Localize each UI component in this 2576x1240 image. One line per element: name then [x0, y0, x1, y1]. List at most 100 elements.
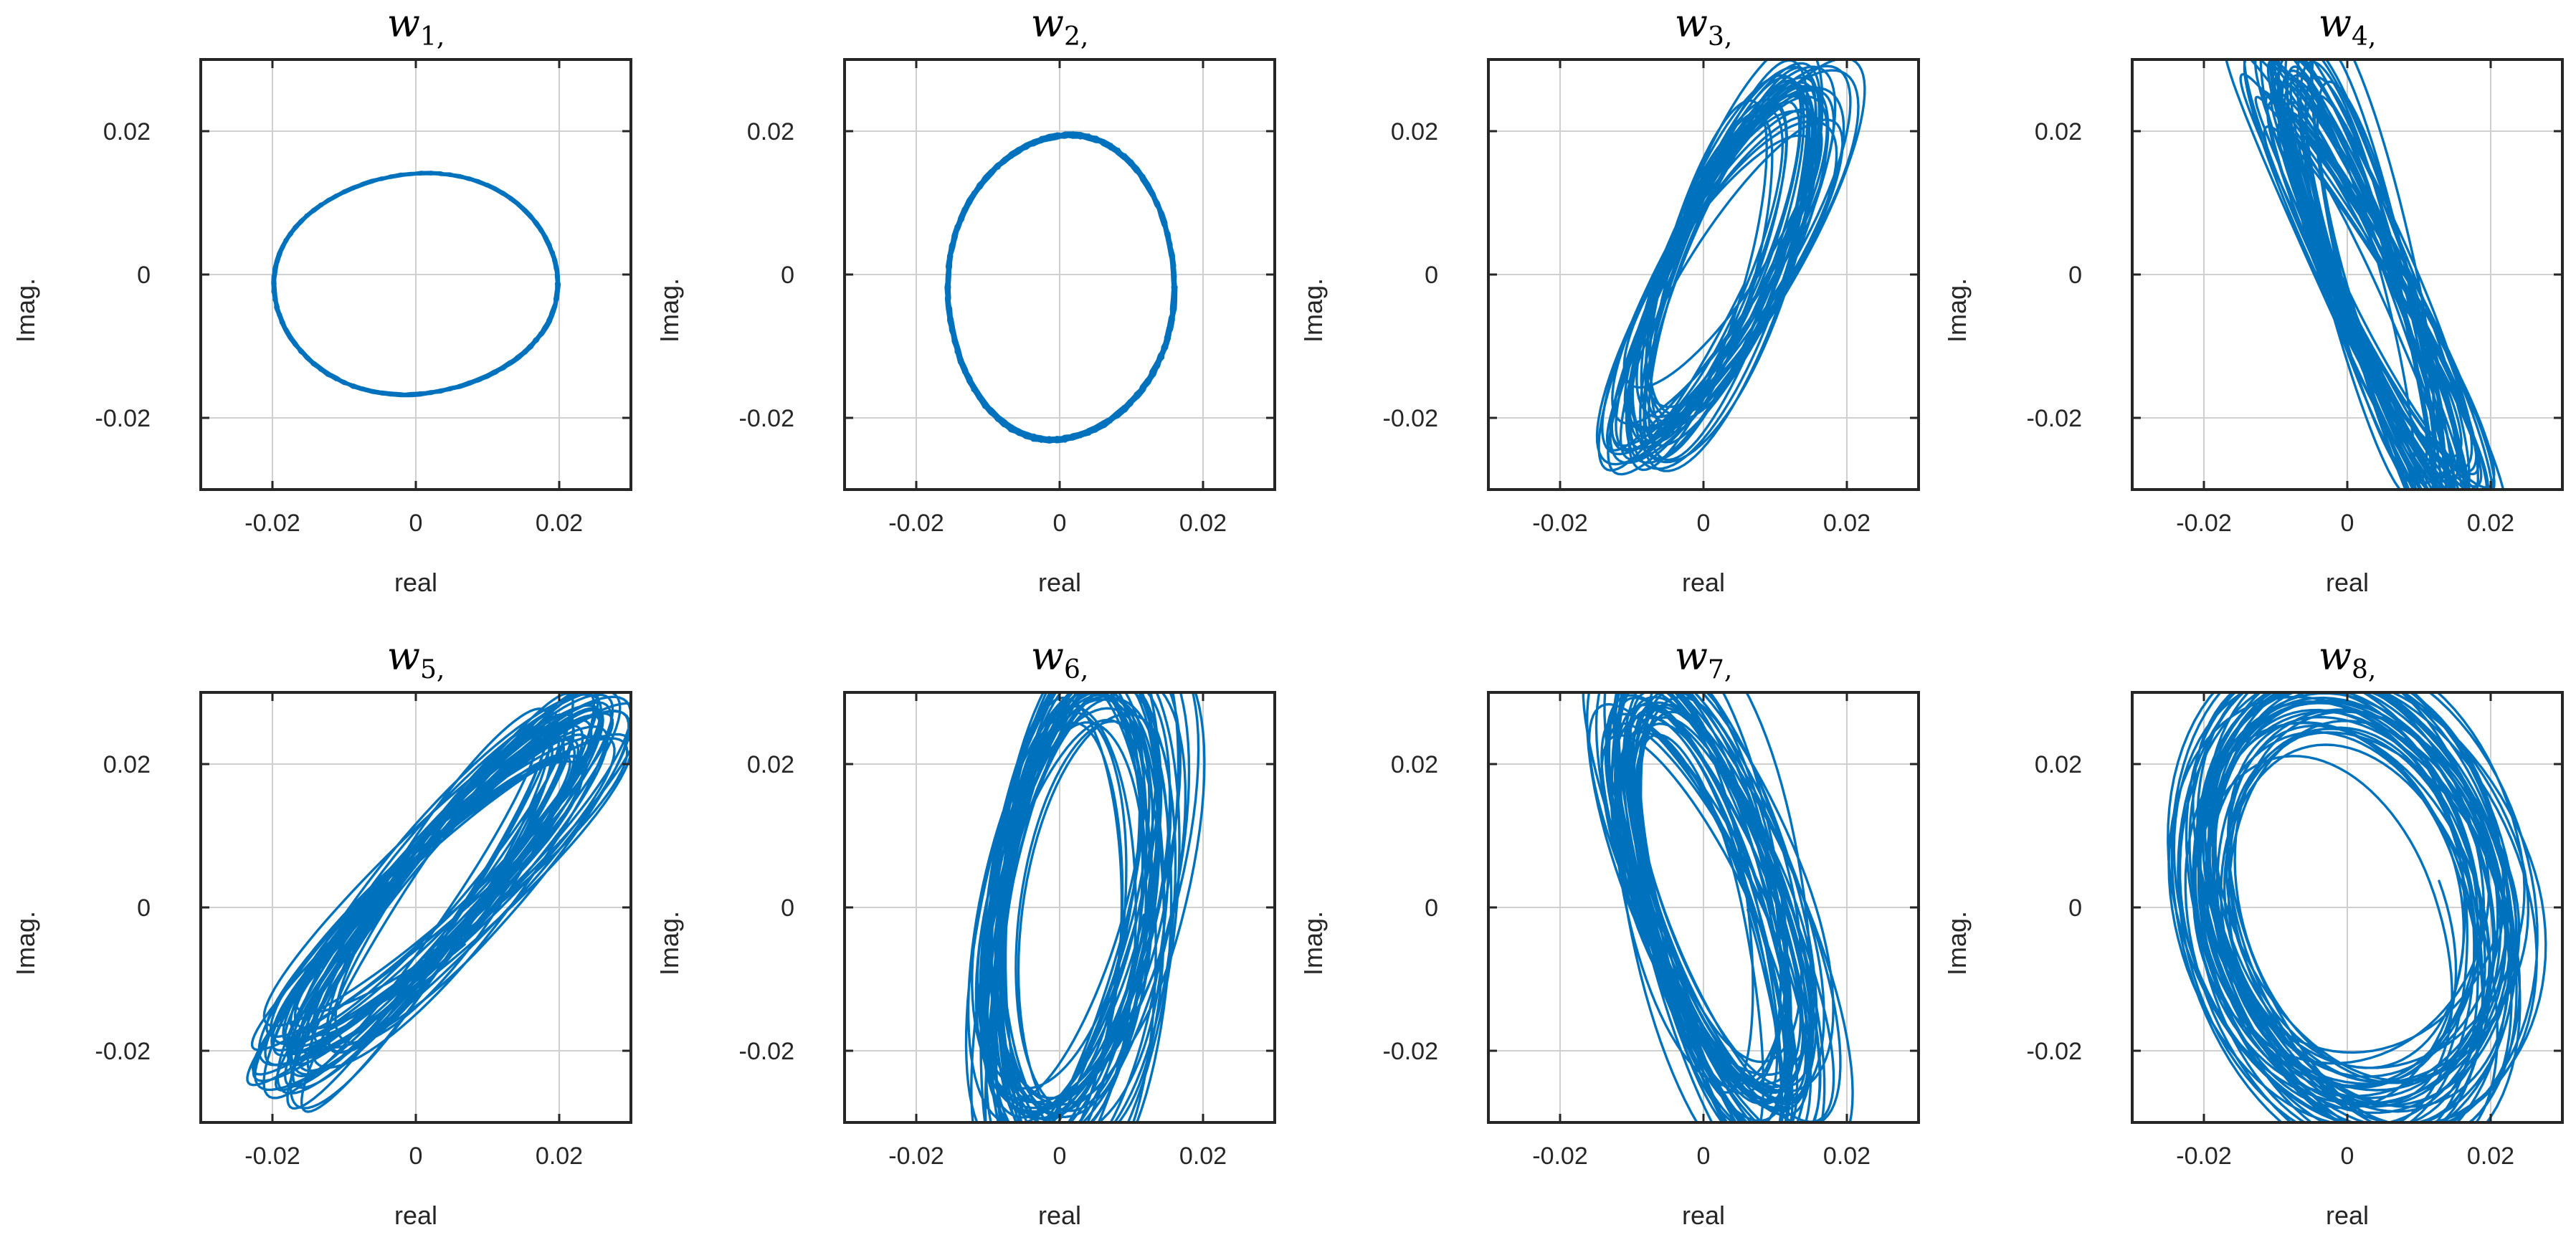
x-tick-label: 0 [1697, 510, 1711, 537]
title-symbol: w [2319, 634, 2352, 679]
title-index: 8 [2352, 655, 2368, 685]
subplot-title: w6, [1031, 634, 1089, 685]
x-tick-label: 0.02 [2467, 510, 2514, 537]
y-tick-label: -0.02 [95, 405, 151, 432]
y-tick-label: -0.02 [739, 1038, 795, 1065]
y-tick-label: -0.02 [95, 1038, 151, 1065]
x-tick-label: 0 [2341, 1143, 2354, 1170]
y-axis-label: Imag. [1298, 278, 1328, 343]
y-axis-label: Imag. [11, 911, 40, 976]
y-tick-label: 0.02 [103, 118, 151, 146]
y-tick-label: -0.02 [2027, 405, 2083, 432]
trajectory-line [271, 171, 561, 398]
x-tick-label: -0.02 [1532, 1143, 1588, 1170]
y-tick-label: 0 [2068, 262, 2082, 289]
title-index: 1 [420, 22, 437, 52]
x-tick-label: 0.02 [1823, 510, 1871, 537]
x-tick-label: -0.02 [244, 1143, 300, 1170]
y-tick-label: 0.02 [103, 751, 151, 778]
title-symbol: w [387, 1, 420, 46]
x-axis-label: real [1682, 568, 1725, 597]
x-tick-label: 0 [1053, 510, 1067, 537]
trajectory-line [944, 131, 1178, 444]
title-comma: , [437, 22, 445, 52]
x-axis-label: real [2326, 1201, 2369, 1230]
x-tick-label: 0.02 [1179, 510, 1227, 537]
subplot-title: w5, [387, 634, 445, 685]
y-tick-label: -0.02 [739, 405, 795, 432]
title-comma: , [1080, 655, 1088, 685]
x-axis-label: real [1038, 568, 1081, 597]
y-tick-label: 0 [137, 895, 151, 922]
y-tick-label: 0 [781, 895, 794, 922]
y-tick-label: 0 [137, 262, 151, 289]
subplot-1: w1, -0.02 0 0.02 -0.02 0 0.02 real Imag. [11, 1, 632, 597]
x-tick-label: 0.02 [1179, 1143, 1227, 1170]
x-tick-label: 0 [409, 1143, 423, 1170]
y-tick-label: -0.02 [1383, 405, 1439, 432]
x-tick-label: 0 [1053, 1143, 1067, 1170]
trajectory-line [1595, 59, 1866, 476]
y-axis-label: Imag. [655, 911, 684, 976]
trajectory-line [2167, 692, 2547, 1122]
title-comma: , [437, 655, 445, 685]
subplot-6: w6, -0.02 0 0.02 -0.02 0 0.02 real Imag. [655, 634, 1276, 1230]
subplot-title: w4, [2319, 1, 2377, 52]
y-axis-label: Imag. [655, 278, 684, 343]
title-symbol: w [1675, 1, 1708, 46]
subplot-7: w7, -0.02 0 0.02 -0.02 0 0.02 real Imag. [1298, 634, 1920, 1230]
subplot-title: w8, [2319, 634, 2377, 685]
trajectory-line [246, 692, 631, 1113]
title-symbol: w [1031, 634, 1064, 679]
title-comma: , [1724, 22, 1732, 52]
x-tick-label: -0.02 [888, 1143, 944, 1170]
y-tick-label: -0.02 [2027, 1038, 2083, 1065]
y-tick-label: 0.02 [1391, 751, 1438, 778]
x-tick-label: -0.02 [1532, 510, 1588, 537]
title-comma: , [1724, 655, 1732, 685]
subplot-8: w8, -0.02 0 0.02 -0.02 0 0.02 real Imag. [1942, 634, 2564, 1230]
x-tick-label: 0.02 [1823, 1143, 1871, 1170]
title-index: 3 [1708, 22, 1724, 52]
x-tick-label: -0.02 [2176, 510, 2232, 537]
subplot-title: w1, [387, 1, 445, 52]
x-tick-label: 0.02 [2467, 1143, 2514, 1170]
x-tick-label: 0.02 [536, 510, 583, 537]
x-axis-label: real [394, 1201, 437, 1230]
x-axis-label: real [2326, 568, 2369, 597]
trajectory-line [2225, 59, 2505, 490]
subplot-title: w2, [1031, 1, 1089, 52]
trajectory-line [964, 692, 1206, 1122]
x-tick-label: -0.02 [2176, 1143, 2232, 1170]
y-tick-label: 0.02 [1391, 118, 1438, 146]
y-tick-label: 0 [1425, 262, 1438, 289]
x-tick-label: -0.02 [244, 510, 300, 537]
x-tick-label: 0.02 [536, 1143, 583, 1170]
title-index: 5 [420, 655, 437, 685]
title-comma: , [2368, 22, 2376, 52]
y-tick-label: 0.02 [2035, 751, 2082, 778]
x-axis-label: real [1038, 1201, 1081, 1230]
x-axis-label: real [394, 568, 437, 597]
x-tick-label: 0 [409, 510, 423, 537]
y-axis-label: Imag. [1942, 278, 1972, 343]
trajectory-line [1582, 692, 1854, 1122]
y-axis-label: Imag. [1298, 911, 1328, 976]
x-tick-label: 0 [1697, 1143, 1711, 1170]
y-tick-label: 0.02 [747, 751, 794, 778]
title-comma: , [2368, 655, 2376, 685]
y-tick-label: 0 [781, 262, 794, 289]
y-tick-label: 0.02 [747, 118, 794, 146]
subplot-title: w7, [1675, 634, 1733, 685]
y-tick-label: -0.02 [1383, 1038, 1439, 1065]
title-symbol: w [387, 634, 420, 679]
x-tick-label: 0 [2341, 510, 2354, 537]
subplot-3: w3, -0.02 0 0.02 -0.02 0 0.02 real Imag. [1298, 1, 1920, 597]
title-symbol: w [2319, 1, 2352, 46]
y-tick-label: 0.02 [2035, 118, 2082, 146]
subplot-4: w4, -0.02 0 0.02 -0.02 0 0.02 real Imag. [1942, 1, 2564, 597]
y-axis-label: Imag. [11, 278, 40, 343]
subplot-5: w5, -0.02 0 0.02 -0.02 0 0.02 real Imag. [11, 634, 632, 1230]
x-tick-label: -0.02 [888, 510, 944, 537]
